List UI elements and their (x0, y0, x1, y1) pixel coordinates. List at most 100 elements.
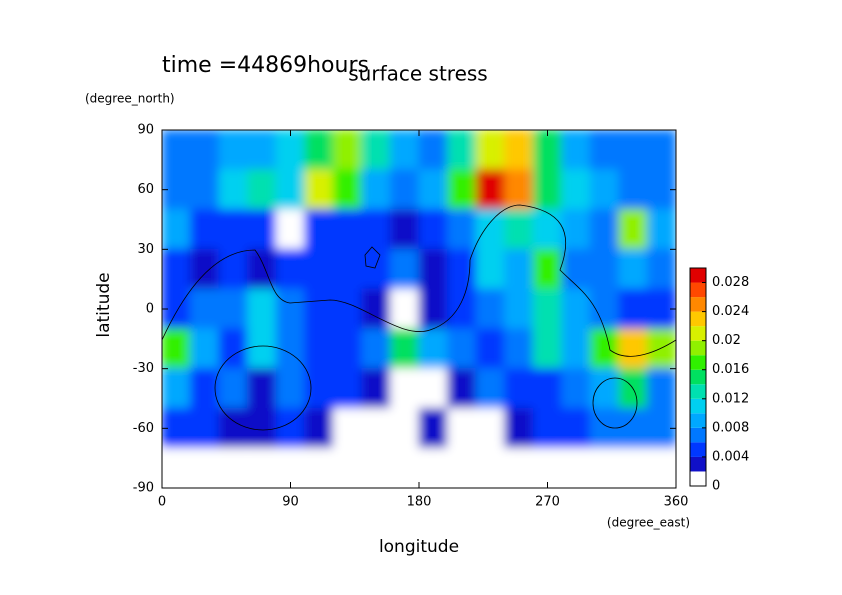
cell (589, 248, 620, 290)
coastline (364, 246, 381, 269)
cell (332, 209, 363, 250)
colorbar-swatch (690, 340, 706, 356)
cells (162, 130, 676, 488)
cell (361, 130, 391, 171)
cell (332, 407, 363, 449)
cell (561, 248, 591, 290)
cell (332, 248, 363, 290)
colorbar-tick-label: 0.004 (712, 449, 749, 464)
cell (532, 169, 563, 211)
cell (561, 407, 591, 449)
colorbar-swatch (690, 326, 706, 341)
cell (332, 328, 363, 370)
cell (389, 407, 420, 449)
cell (304, 407, 334, 449)
cell (618, 209, 648, 250)
colorbar-swatch (690, 311, 706, 327)
cell (418, 368, 449, 409)
colorbar-swatch (690, 427, 706, 443)
colorbar-tick-label: 0 (712, 479, 720, 494)
cell (646, 130, 676, 171)
cell (332, 169, 363, 211)
cell (504, 130, 534, 171)
cell (589, 288, 620, 330)
cell (190, 407, 220, 449)
cell (418, 248, 449, 290)
cell (618, 248, 648, 290)
cell (561, 288, 591, 330)
cell (532, 248, 563, 290)
colorbar-swatch (690, 413, 706, 428)
cell (332, 368, 363, 409)
colorbar-tick-label: 0.016 (712, 362, 749, 377)
cell (504, 328, 534, 370)
cell (646, 248, 676, 290)
cell (646, 368, 676, 409)
cell (275, 368, 306, 409)
cell (447, 407, 477, 449)
cell (218, 248, 249, 290)
cell (618, 130, 648, 171)
cell (532, 209, 563, 250)
cell (418, 209, 449, 250)
cell (475, 407, 506, 449)
colorbar-swatch (690, 268, 706, 283)
cell (561, 368, 591, 409)
cell (218, 130, 249, 171)
cell (162, 209, 192, 250)
y-tick-label: 60 (137, 182, 154, 197)
coastline (214, 345, 312, 431)
cell (275, 130, 306, 171)
cell (247, 368, 277, 409)
cell (275, 248, 306, 290)
cell (361, 407, 391, 449)
colorbar-tick-label: 0.028 (712, 275, 749, 290)
y-axis-label: latitude (94, 272, 114, 337)
colorbar-swatch (690, 369, 706, 385)
cell (218, 407, 249, 449)
colorbar-tick-label: 0.02 (712, 333, 741, 348)
cell (618, 407, 648, 449)
x-tick-label: 0 (158, 495, 166, 510)
x-tick-label: 180 (407, 495, 432, 510)
cell (504, 169, 534, 211)
cell (447, 209, 477, 250)
cell (162, 368, 192, 409)
cell (190, 447, 220, 488)
coastlines (162, 204, 676, 431)
cell (475, 368, 506, 409)
cell (532, 368, 563, 409)
cell (389, 248, 420, 290)
field (162, 130, 676, 488)
cell (304, 169, 334, 211)
cell (304, 130, 334, 171)
cell (162, 130, 192, 171)
cell (589, 447, 620, 488)
cell (447, 288, 477, 330)
cell (504, 407, 534, 449)
colorbar-swatch (690, 297, 706, 312)
cell (475, 288, 506, 330)
cell (418, 447, 449, 488)
cell (304, 447, 334, 488)
subtitle: time =44869hours (162, 53, 369, 78)
cell (218, 368, 249, 409)
cell (361, 288, 391, 330)
coastline (592, 377, 638, 429)
colorbar-swatch (690, 282, 706, 298)
cell (361, 368, 391, 409)
cell (247, 248, 277, 290)
y-tick-label: 0 (146, 302, 154, 317)
colorbar-swatch (690, 456, 706, 472)
cell (475, 328, 506, 370)
cell (190, 209, 220, 250)
cell (532, 130, 563, 171)
y-tick-label: -60 (133, 421, 154, 436)
colorbar-swatch (690, 355, 706, 370)
y-tick-label: -90 (133, 481, 154, 496)
cell (504, 368, 534, 409)
cell (389, 288, 420, 330)
cell (475, 130, 506, 171)
x-tick-label: 270 (535, 495, 560, 510)
cell (247, 130, 277, 171)
